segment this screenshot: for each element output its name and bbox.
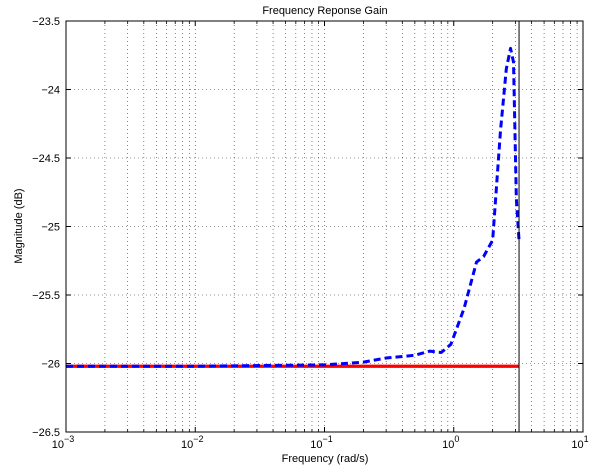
y-tick-label: −24.5 xyxy=(32,153,60,165)
series-line-2 xyxy=(66,46,521,368)
y-tick-label: −24 xyxy=(41,85,60,97)
x-axis-title: Frequency (rad/s) xyxy=(282,453,369,465)
x-tick-label: 10−1 xyxy=(310,434,333,451)
y-tick-label: −23.5 xyxy=(32,16,60,28)
y-tick-label: −26.5 xyxy=(32,427,60,439)
x-tick-label: 10−2 xyxy=(181,434,204,451)
y-axis-title: Magnitude (dB) xyxy=(13,188,25,263)
chart-title: Frequency Reponse Gain xyxy=(262,5,387,17)
x-tick-label: 101 xyxy=(571,434,588,451)
y-tick-label: −25 xyxy=(41,222,60,234)
plot-series xyxy=(66,21,521,432)
x-tick-label: 100 xyxy=(442,434,459,451)
y-tick-label: −25.5 xyxy=(32,290,60,302)
y-tick-label: −26 xyxy=(41,359,60,371)
grid xyxy=(66,21,583,432)
